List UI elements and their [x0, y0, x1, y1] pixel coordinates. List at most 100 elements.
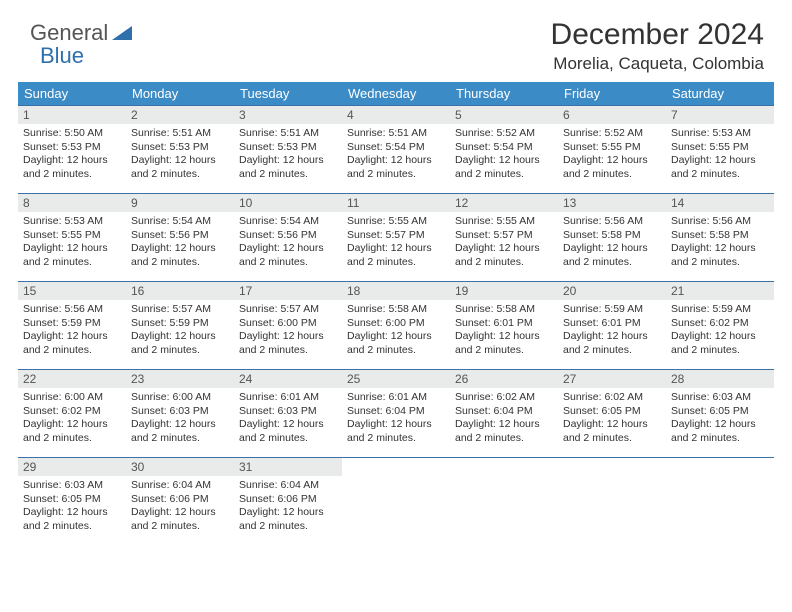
daylight-value: 12 hours and 2 minutes. [239, 154, 324, 180]
daylight-value: 12 hours and 2 minutes. [347, 418, 432, 444]
calendar-body: 1Sunrise: 5:50 AMSunset: 5:53 PMDaylight… [18, 106, 774, 546]
sunset-value: 5:55 PM [62, 229, 101, 241]
sunset-value: 6:03 PM [170, 405, 209, 417]
calendar-day-cell [558, 458, 666, 546]
daylight-value: 12 hours and 2 minutes. [671, 330, 756, 356]
sunset-value: 5:54 PM [386, 141, 425, 153]
calendar-week: 22Sunrise: 6:00 AMSunset: 6:02 PMDayligh… [18, 370, 774, 458]
sunrise-line: Sunrise: 5:54 AM [239, 215, 319, 227]
brand-logo: General Blue [30, 20, 132, 66]
sunrise-value: 5:59 AM [604, 303, 643, 315]
sunrise-value: 5:52 AM [496, 127, 535, 139]
calendar-week: 15Sunrise: 5:56 AMSunset: 5:59 PMDayligh… [18, 282, 774, 370]
day-header: Saturday [666, 82, 774, 106]
day-details: Sunrise: 5:54 AMSunset: 5:56 PMDaylight:… [234, 212, 342, 274]
calendar-day-cell: 5Sunrise: 5:52 AMSunset: 5:54 PMDaylight… [450, 106, 558, 194]
day-number: 2 [126, 106, 234, 124]
sunset-line: Sunset: 5:59 PM [23, 317, 101, 329]
sunset-value: 6:05 PM [710, 405, 749, 417]
day-number: 19 [450, 282, 558, 300]
sunset-line: Sunset: 6:02 PM [23, 405, 101, 417]
day-header: Thursday [450, 82, 558, 106]
sunrise-value: 6:02 AM [496, 391, 535, 403]
day-number: 5 [450, 106, 558, 124]
calendar-day-cell: 21Sunrise: 5:59 AMSunset: 6:02 PMDayligh… [666, 282, 774, 370]
sunset-value: 5:55 PM [710, 141, 749, 153]
sunset-line: Sunset: 5:55 PM [23, 229, 101, 241]
day-number: 25 [342, 370, 450, 388]
calendar-day-cell: 2Sunrise: 5:51 AMSunset: 5:53 PMDaylight… [126, 106, 234, 194]
sunrise-line: Sunrise: 6:02 AM [563, 391, 643, 403]
calendar-day-cell: 6Sunrise: 5:52 AMSunset: 5:55 PMDaylight… [558, 106, 666, 194]
sunrise-line: Sunrise: 5:55 AM [455, 215, 535, 227]
day-number: 27 [558, 370, 666, 388]
daylight-value: 12 hours and 2 minutes. [239, 330, 324, 356]
daylight-line: Daylight: 12 hours and 2 minutes. [131, 154, 216, 180]
calendar-day-cell: 28Sunrise: 6:03 AMSunset: 6:05 PMDayligh… [666, 370, 774, 458]
sunrise-line: Sunrise: 5:58 AM [455, 303, 535, 315]
daylight-line: Daylight: 12 hours and 2 minutes. [347, 242, 432, 268]
sunset-line: Sunset: 5:58 PM [563, 229, 641, 241]
day-number: 1 [18, 106, 126, 124]
sunset-value: 5:58 PM [710, 229, 749, 241]
daylight-line: Daylight: 12 hours and 2 minutes. [455, 154, 540, 180]
sunrise-value: 5:56 AM [604, 215, 643, 227]
sunrise-line: Sunrise: 5:58 AM [347, 303, 427, 315]
daylight-line: Daylight: 12 hours and 2 minutes. [239, 154, 324, 180]
calendar-day-cell: 18Sunrise: 5:58 AMSunset: 6:00 PMDayligh… [342, 282, 450, 370]
sunrise-value: 6:04 AM [280, 479, 319, 491]
daylight-line: Daylight: 12 hours and 2 minutes. [347, 330, 432, 356]
daylight-value: 12 hours and 2 minutes. [23, 506, 108, 532]
brand-triangle-icon [112, 26, 132, 42]
sunrise-value: 6:03 AM [64, 479, 103, 491]
day-number: 13 [558, 194, 666, 212]
daylight-value: 12 hours and 2 minutes. [347, 154, 432, 180]
day-number: 22 [18, 370, 126, 388]
calendar-day-cell [450, 458, 558, 546]
sunset-value: 6:02 PM [62, 405, 101, 417]
sunset-line: Sunset: 6:02 PM [671, 317, 749, 329]
daylight-line: Daylight: 12 hours and 2 minutes. [563, 330, 648, 356]
day-details: Sunrise: 5:51 AMSunset: 5:53 PMDaylight:… [234, 124, 342, 186]
daylight-line: Daylight: 12 hours and 2 minutes. [563, 242, 648, 268]
sunrise-line: Sunrise: 6:00 AM [23, 391, 103, 403]
daylight-line: Daylight: 12 hours and 2 minutes. [671, 242, 756, 268]
sunrise-value: 5:54 AM [172, 215, 211, 227]
calendar-day-cell: 13Sunrise: 5:56 AMSunset: 5:58 PMDayligh… [558, 194, 666, 282]
daylight-value: 12 hours and 2 minutes. [23, 242, 108, 268]
sunset-line: Sunset: 5:56 PM [239, 229, 317, 241]
day-details: Sunrise: 5:55 AM Sunset: 5:57 PMDaylight:… [450, 212, 558, 274]
sunrise-value: 5:51 AM [280, 127, 319, 139]
daylight-value: 12 hours and 2 minutes. [239, 506, 324, 532]
sunrise-value: 5:58 AM [388, 303, 427, 315]
daylight-value: 12 hours and 2 minutes. [23, 154, 108, 180]
day-header: Wednesday [342, 82, 450, 106]
day-details: Sunrise: 6:03 AMSunset: 6:05 PMDaylight:… [666, 388, 774, 450]
sunset-value: 5:57 PM [386, 229, 425, 241]
calendar-day-cell: 4Sunrise: 5:51 AMSunset: 5:54 PMDaylight… [342, 106, 450, 194]
sunrise-value: 5:57 AM [280, 303, 319, 315]
daylight-line: Daylight: 12 hours and 2 minutes. [131, 506, 216, 532]
daylight-line: Daylight: 12 hours and 2 minutes. [455, 242, 540, 268]
sunrise-line: Sunrise: 5:56 AM [23, 303, 103, 315]
daylight-value: 12 hours and 2 minutes. [131, 154, 216, 180]
sunset-value: 5:56 PM [278, 229, 317, 241]
sunset-line: Sunset: 5:57 PM [455, 229, 533, 241]
calendar-day-cell: 12Sunrise: 5:55 AMSunset: 5:57 PMDayligh… [450, 194, 558, 282]
day-header: Friday [558, 82, 666, 106]
sunrise-value: 5:56 AM [64, 303, 103, 315]
sunrise-value: 5:58 AM [496, 303, 535, 315]
day-number: 21 [666, 282, 774, 300]
sunset-value: 5:56 PM [170, 229, 209, 241]
calendar-day-cell [342, 458, 450, 546]
sunset-value: 5:58 PM [602, 229, 641, 241]
day-number: 11 [342, 194, 450, 212]
sunrise-line: Sunrise: 5:52 AM [455, 127, 535, 139]
brand-text-1: General [30, 20, 108, 45]
daylight-line: Daylight: 12 hours and 2 minutes. [239, 330, 324, 356]
sunset-value: 6:00 PM [278, 317, 317, 329]
sunrise-line: Sunrise: 5:51 AM [347, 127, 427, 139]
calendar-day-cell: 11Sunrise: 5:55 AMSunset: 5:57 PMDayligh… [342, 194, 450, 282]
calendar-week: 1Sunrise: 5:50 AMSunset: 5:53 PMDaylight… [18, 106, 774, 194]
day-number: 6 [558, 106, 666, 124]
